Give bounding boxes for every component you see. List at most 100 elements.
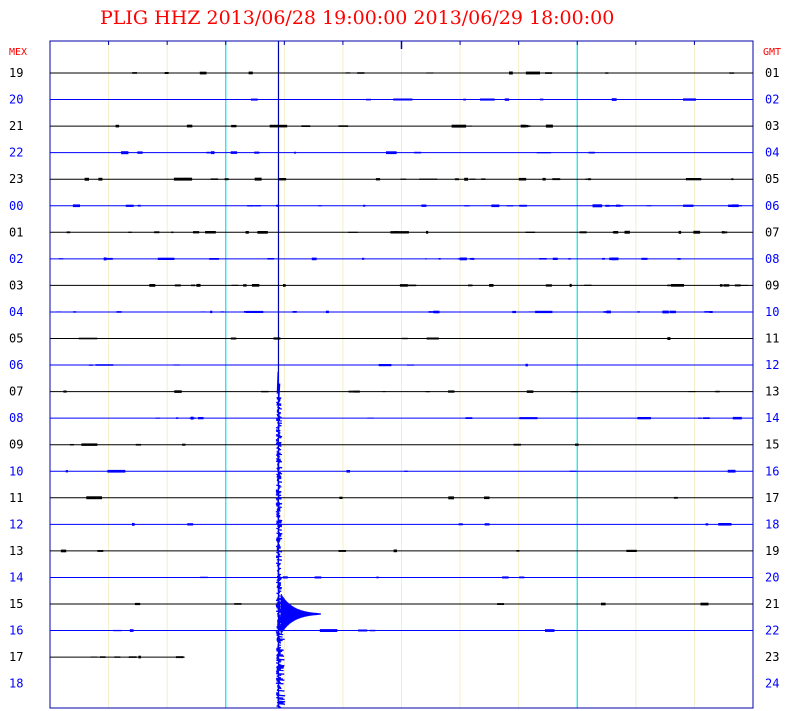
- noise-blip: [677, 284, 685, 286]
- noise-blip: [250, 98, 258, 101]
- noise-blip: [719, 284, 723, 287]
- noise-blip: [193, 231, 200, 234]
- left-hour-label: 21: [9, 119, 23, 133]
- noise-blip: [463, 98, 466, 101]
- noise-blip: [220, 311, 225, 313]
- noise-blip: [685, 178, 702, 181]
- left-hour-label: 20: [9, 93, 23, 107]
- right-hour-label: 23: [765, 650, 779, 664]
- noise-blip: [353, 390, 360, 393]
- noise-blip: [588, 151, 595, 154]
- noise-blip: [88, 364, 93, 366]
- noise-blip: [438, 258, 441, 260]
- noise-blip: [210, 178, 219, 180]
- noise-blip: [164, 72, 169, 74]
- noise-blip: [155, 417, 160, 419]
- noise-blip: [426, 337, 439, 340]
- noise-blip: [613, 231, 619, 234]
- noise-blip: [512, 310, 516, 314]
- noise-blip: [283, 284, 286, 287]
- noise-blip: [673, 496, 678, 499]
- noise-blip: [721, 231, 725, 234]
- noise-blip: [243, 284, 247, 287]
- noise-blip: [224, 178, 229, 181]
- noise-blip: [414, 151, 422, 154]
- noise-blip: [339, 496, 343, 499]
- noise-blip: [552, 178, 561, 181]
- right-hour-label: 10: [765, 305, 779, 319]
- noise-blip: [138, 655, 141, 659]
- left-hour-label: 14: [9, 570, 23, 584]
- noise-blip: [210, 310, 213, 314]
- right-hour-label: 14: [765, 411, 779, 425]
- noise-blip: [98, 177, 103, 181]
- noise-blip: [200, 311, 206, 313]
- noise-blip: [646, 205, 652, 207]
- noise-blip: [311, 257, 317, 261]
- noise-blip: [401, 337, 408, 340]
- noise-blip: [481, 178, 486, 180]
- noise-blip: [545, 72, 553, 74]
- noise-blip: [519, 417, 538, 420]
- noise-blip: [86, 496, 102, 500]
- noise-blip: [683, 204, 694, 207]
- noise-blip: [149, 284, 156, 287]
- noise-blip: [669, 310, 676, 314]
- noise-blip: [199, 71, 207, 75]
- noise-blip: [421, 204, 427, 207]
- noise-blip: [419, 178, 438, 180]
- noise-blip: [542, 177, 546, 181]
- noise-blip: [292, 311, 297, 313]
- left-hour-label: 02: [9, 252, 23, 266]
- noise-blip: [191, 284, 196, 287]
- noise-blip: [132, 522, 135, 526]
- noise-blip: [107, 469, 126, 473]
- noise-blip: [81, 443, 98, 446]
- noise-blip: [729, 72, 735, 74]
- noise-blip: [73, 311, 77, 313]
- left-hour-label: 00: [9, 199, 23, 213]
- right-hour-label: 18: [765, 517, 779, 531]
- chart-title: PLIG HHZ 2013/06/28 19:00:00 2013/06/29 …: [100, 7, 614, 29]
- left-hour-label: 10: [9, 464, 23, 478]
- noise-blip: [269, 124, 288, 128]
- noise-blip: [175, 656, 184, 659]
- noise-blip: [520, 124, 526, 128]
- noise-blip: [97, 550, 104, 552]
- noise-blip: [484, 523, 490, 526]
- left-hour-label: 03: [9, 278, 23, 292]
- noise-blip: [722, 231, 728, 234]
- noise-blip: [157, 257, 175, 260]
- noise-blip: [425, 391, 430, 393]
- noise-blip: [358, 629, 368, 632]
- left-hour-label: 16: [9, 624, 23, 638]
- noise-blip: [346, 470, 350, 473]
- right-hour-label: 07: [765, 225, 779, 239]
- noise-blip: [734, 284, 741, 287]
- noise-blip: [569, 283, 572, 287]
- noise-blip: [426, 230, 429, 234]
- right-axis-header: GMT: [763, 47, 781, 58]
- noise-blip: [365, 98, 371, 101]
- noise-blip: [516, 550, 520, 552]
- left-hour-label: 17: [9, 650, 23, 664]
- noise-blip: [637, 311, 640, 313]
- noise-blip: [603, 311, 608, 313]
- right-hour-label: 05: [765, 172, 779, 186]
- noise-blip: [261, 390, 269, 393]
- noise-blip: [471, 257, 475, 260]
- left-hour-label: 08: [9, 411, 23, 425]
- noise-blip: [65, 470, 68, 473]
- noise-blip: [426, 72, 434, 74]
- noise-blip: [605, 72, 609, 74]
- noise-blip: [611, 257, 619, 261]
- noise-blip: [681, 603, 693, 605]
- noise-blip: [480, 98, 495, 101]
- noise-blip: [519, 204, 527, 207]
- noise-blip: [176, 417, 179, 419]
- noise-blip: [173, 177, 193, 181]
- noise-blip: [276, 204, 279, 207]
- noise-blip: [247, 205, 254, 207]
- right-hour-label: 17: [765, 491, 779, 505]
- noise-blip: [626, 549, 637, 552]
